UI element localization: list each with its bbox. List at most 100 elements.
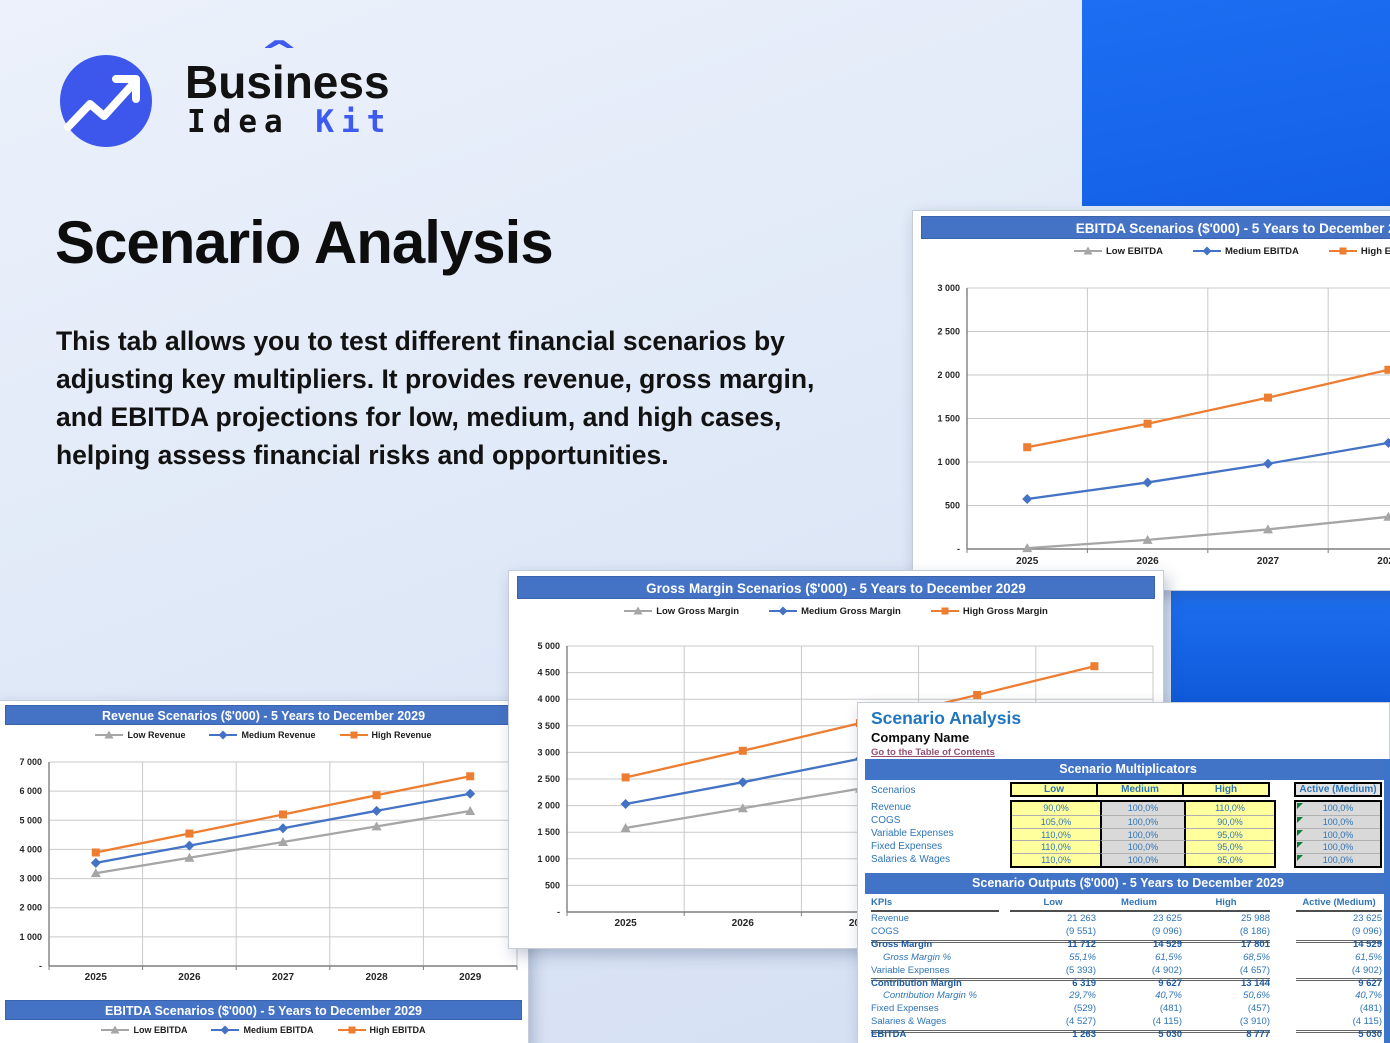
legend-label: Medium Gross Margin: [801, 605, 901, 617]
cell-comment-triangle-icon: [1297, 842, 1303, 849]
sheet-title: Scenario Analysis: [871, 708, 1022, 728]
value-high: 68,5%: [1243, 951, 1270, 963]
legend-item: High Gross Margin: [930, 605, 1048, 617]
legend-label: High Gross Margin: [962, 605, 1048, 617]
multiplicator-cell[interactable]: 95,0%: [1186, 840, 1274, 854]
legend-item: High Revenue: [339, 730, 432, 740]
multiplicator-cell[interactable]: 90,0%: [1012, 802, 1100, 815]
legend-label: Low Revenue: [127, 729, 186, 740]
background-accent-rect-top: [1082, 0, 1390, 206]
svg-text:2028: 2028: [365, 972, 388, 983]
section-divider: [1296, 939, 1382, 943]
active-multiplicator-cell: 100,0%: [1296, 853, 1380, 866]
legend-item: Low EBITDA: [1074, 246, 1163, 257]
multiplicator-cell[interactable]: 95,0%: [1186, 853, 1274, 866]
multiplicator-cell[interactable]: 100,0%: [1100, 814, 1186, 828]
legend-label: High EBITDA: [1360, 245, 1390, 257]
value-active: 5 030: [1358, 1029, 1382, 1041]
value-medium: (481): [1159, 1003, 1182, 1015]
value-medium: 5 030: [1158, 1029, 1182, 1041]
table-row: 110,0% 100,0% 95,0%: [1012, 840, 1274, 854]
value-medium: (4 115): [1152, 1016, 1182, 1028]
multiplicator-cell[interactable]: 100,0%: [1100, 853, 1186, 866]
table-of-contents-link[interactable]: Go to the Table of Contents: [871, 747, 995, 758]
kpi-label: Revenue: [871, 913, 910, 924]
cell-comment-triangle-icon: [1297, 803, 1303, 809]
section-divider: [1296, 978, 1382, 982]
value-low: (529): [1073, 1003, 1096, 1015]
table-row: Gross Margin % 55,1% 61,5% 68,5%: [871, 952, 1270, 965]
svg-text:3 000: 3 000: [537, 747, 560, 757]
value-medium: 14 529: [1152, 938, 1182, 950]
legend-marker-icon: [339, 731, 368, 738]
svg-text:1 000: 1 000: [537, 854, 560, 864]
table-row: Fixed Expenses (529) (481) (457): [871, 1003, 1270, 1016]
value-high: (457): [1247, 1003, 1270, 1015]
value-active: 14 529: [1352, 938, 1382, 950]
legend-marker-icon: [930, 607, 959, 615]
svg-text:2 000: 2 000: [937, 370, 960, 380]
multiplicator-row-label: Revenue: [871, 802, 912, 813]
multiplicator-cell[interactable]: 95,0%: [1186, 827, 1274, 841]
chart-legend: Low Gross Margin Medium Gross Margin High …: [509, 602, 1163, 620]
ebitda-chart-window: EBITDA Scenarios ($'000) - 5 Years to De…: [912, 210, 1390, 591]
svg-text:500: 500: [545, 880, 560, 890]
svg-text:3 500: 3 500: [537, 721, 560, 731]
chart-legend: Low EBITDA Medium EBITDA High EBITDA: [0, 1022, 528, 1037]
svg-text:3 000: 3 000: [19, 874, 42, 884]
kpi-label: Fixed Expenses: [871, 1003, 939, 1015]
sheet-edge-strip: [1384, 759, 1390, 1043]
legend-item: High EBITDA: [337, 1025, 426, 1035]
legend-item: Medium Gross Margin: [769, 606, 901, 617]
multiplicator-cell[interactable]: 100,0%: [1100, 827, 1186, 841]
table-row: Revenue 21 263 23 625 25 988: [871, 913, 1270, 926]
multiplicator-cell[interactable]: 100,0%: [1100, 802, 1186, 815]
brand-name-line2: Idea Kit: [187, 104, 392, 140]
header-underline: [1296, 910, 1382, 912]
revenue-chart-window: Revenue Scenarios ($'000) - 5 Years to D…: [0, 700, 529, 1043]
scenario-column-header-high: High: [1182, 782, 1270, 797]
sheet-company-name: Company Name: [871, 730, 970, 745]
multiplicator-cell[interactable]: 90,0%: [1186, 814, 1274, 828]
column-header-low: Low: [1043, 897, 1063, 908]
table-row: 90,0% 100,0% 110,0%: [1012, 802, 1274, 815]
legend-label: Low Gross Margin: [656, 605, 740, 617]
table-row: 105,0% 100,0% 90,0%: [1012, 814, 1274, 828]
brand-text: Idea: [187, 104, 316, 140]
value-active: 61,5%: [1355, 951, 1382, 963]
table-row: Contribution Margin % 29,7% 40,7% 50,6%: [871, 990, 1270, 1003]
multiplicator-row-label: Variable Expenses: [871, 828, 954, 839]
multiplicator-row-label: COGS: [871, 815, 901, 826]
value-low: 55,1%: [1069, 951, 1096, 963]
svg-text:7 000: 7 000: [19, 757, 42, 767]
header-underline: [871, 910, 999, 912]
legend-label: Low EBITDA: [133, 1024, 188, 1035]
multiplicator-row-label: Salaries & Wages: [871, 854, 951, 865]
legend-item: Low EBITDA: [101, 1025, 187, 1035]
value-active: (4 115): [1352, 1016, 1382, 1028]
svg-text:5 000: 5 000: [537, 641, 560, 651]
multiplicator-cell[interactable]: 110,0%: [1012, 853, 1100, 866]
active-multiplicator-cell: 100,0%: [1296, 827, 1380, 841]
svg-text:2 000: 2 000: [19, 903, 42, 913]
svg-text:2 500: 2 500: [537, 774, 560, 784]
outputs-header: Scenario Outputs ($'000) - 5 Years to De…: [865, 873, 1390, 894]
svg-text:5 000: 5 000: [19, 815, 42, 825]
value-high: (8 186): [1239, 925, 1270, 937]
value-active: 40,7%: [1355, 990, 1382, 1002]
multiplicator-cell[interactable]: 110,0%: [1012, 827, 1100, 841]
multiplicator-cell[interactable]: 110,0%: [1186, 802, 1274, 815]
section-divider: [871, 1029, 1270, 1033]
legend-marker-icon: [101, 1025, 130, 1033]
multiplicator-cell[interactable]: 110,0%: [1012, 840, 1100, 854]
svg-text:2025: 2025: [1016, 556, 1039, 567]
multiplicator-cell[interactable]: 100,0%: [1100, 840, 1186, 854]
multiplicator-cell[interactable]: 105,0%: [1012, 814, 1100, 828]
value-active: (4 902): [1351, 964, 1382, 976]
value-low: (4 527): [1065, 1016, 1096, 1028]
scenario-analysis-sheet: Scenario Analysis Company Name Go to the…: [857, 702, 1390, 1043]
legend-marker-icon: [624, 606, 653, 615]
table-row: Gross Margin 11 712 14 529 17 801: [871, 939, 1270, 952]
active-column-header: Active (Medium): [1294, 782, 1382, 797]
section-divider: [871, 978, 1270, 982]
